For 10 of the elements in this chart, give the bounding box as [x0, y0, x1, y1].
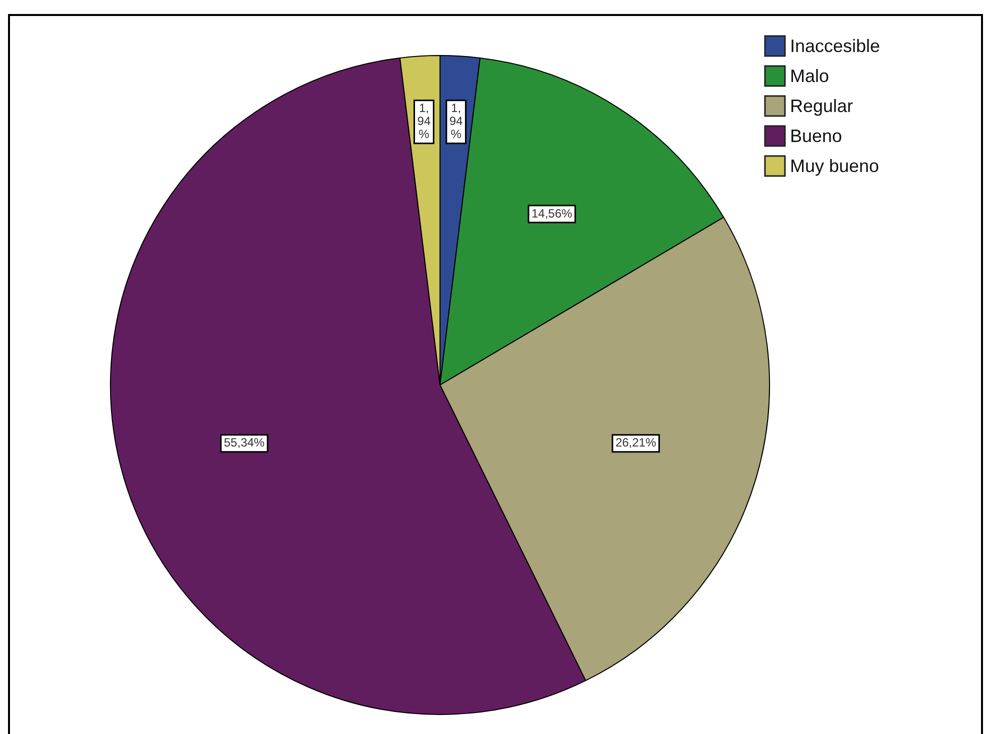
- legend-label: Malo: [790, 66, 829, 86]
- data-label: 1,94%: [417, 101, 431, 142]
- legend-label: Bueno: [790, 126, 842, 146]
- data-label: 26,21%: [615, 436, 656, 450]
- legend-label: Regular: [790, 96, 853, 116]
- legend-label: Inaccesible: [790, 36, 880, 56]
- legend-label: Muy bueno: [790, 156, 880, 176]
- data-label: 55,34%: [224, 436, 265, 450]
- data-label: 14,56%: [531, 206, 573, 220]
- data-label: 1,94%: [449, 101, 464, 142]
